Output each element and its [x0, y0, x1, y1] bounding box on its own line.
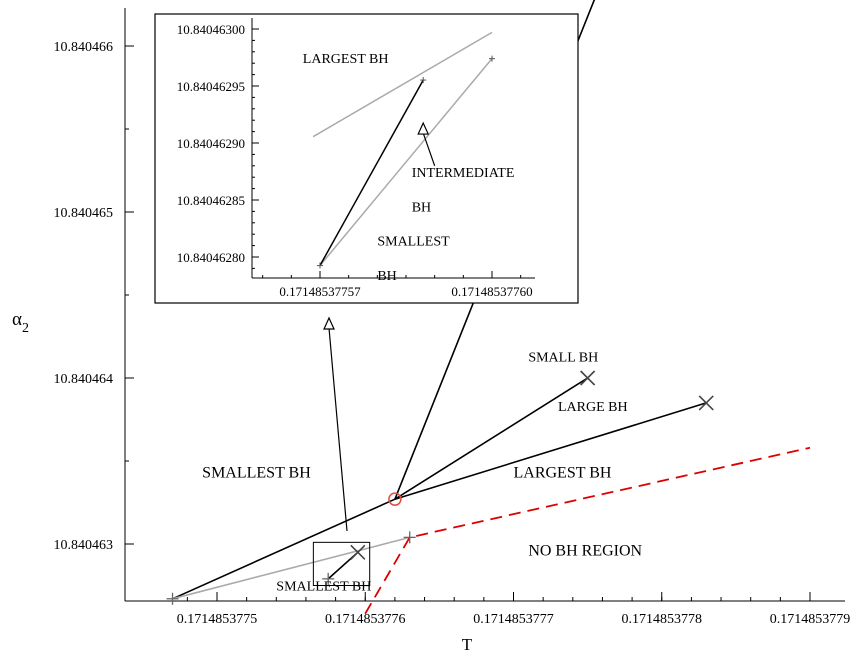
inset-series-line-0: [312, 31, 493, 138]
zoom-box: [312, 541, 371, 587]
inset-plus-marker: [489, 55, 495, 62]
region-label: SMALLEST BH: [202, 465, 311, 482]
y-tick-label: 10.840464: [54, 372, 114, 387]
inset-label: LARGEST BH: [303, 52, 389, 67]
series-line-5: [364, 446, 811, 615]
critical-point-circle: [388, 492, 402, 506]
main-axes: 0.1714853775 0.1714853776 0.1714853777 0.17…: [54, 8, 851, 627]
x-tick-label: 0.1714853775: [177, 612, 258, 627]
inset-series-group: [312, 31, 495, 269]
inset-x-ticks: 0.17148537757 0.17148537760: [262, 271, 533, 299]
y-ticks: 10.840463 10.840464 10.840465 10.840466: [54, 40, 134, 553]
inset-plus-marker: [420, 77, 427, 84]
inset-x-tick-label: 0.17148537757: [279, 284, 361, 299]
y-tick-label: 10.840463: [54, 538, 114, 553]
region-label: LARGEST BH: [514, 465, 612, 482]
y-tick-label: 10.840466: [54, 40, 114, 55]
x-ticks: 0.1714853775 0.1714853776 0.1714853777 0.17…: [177, 592, 851, 627]
inset-arrow-line: [422, 132, 436, 166]
x-tick-label: 0.1714853778: [622, 612, 703, 627]
inset-y-tick-label: 10.84046285: [177, 193, 245, 208]
zoom-arrow-head: [323, 316, 335, 330]
inset-y-tick-label: 10.84046295: [177, 79, 245, 94]
inset-y-ticks: 10.84046280 10.84046285 10.84046290 10.8404…: [177, 22, 259, 269]
inset-plus-marker: [317, 262, 323, 269]
inset-series-line-1: [319, 58, 493, 266]
inset-frame: [154, 13, 579, 304]
region-label: SMALL BH: [528, 350, 598, 365]
x-tick-label: 0.1714853777: [473, 612, 554, 627]
series-line-1: [394, 0, 596, 500]
y-axis-label: α2: [12, 309, 29, 336]
x-marker: [698, 395, 714, 411]
x-axis-label: T: [462, 635, 473, 654]
inset-y-tick-label: 10.84046290: [177, 136, 245, 151]
x-marker: [580, 370, 596, 386]
x-marker: [350, 544, 366, 560]
x-tick-label: 0.1714853779: [770, 612, 851, 627]
zoom-arrow-line: [328, 327, 348, 532]
inset-y-tick-label: 10.84046300: [177, 22, 245, 37]
inset-arrow-head: [417, 121, 430, 135]
inset-y-tick-label: 10.84046280: [177, 250, 245, 265]
plus-marker: [166, 592, 179, 605]
series-line-0: [172, 402, 707, 600]
inset-label: INTERMEDIATE: [412, 166, 515, 181]
main-plot-area: SMALLEST BH SMALL BH LARGE BH LARGEST BH NO …: [166, 0, 811, 615]
region-label: NO BH REGION: [528, 543, 642, 560]
inset-label: BH: [412, 200, 431, 215]
inset-plot: 0.17148537757 0.1714853776010.8404628010.…: [154, 13, 579, 304]
y-tick-label: 10.840465: [54, 206, 114, 221]
inset-label: BH: [377, 269, 396, 284]
inset-x-tick-label: 0.17148537760: [451, 284, 532, 299]
inset-label: SMALLEST: [377, 235, 450, 250]
plus-marker: [403, 531, 416, 544]
region-label: SMALLEST BH: [276, 579, 371, 594]
plus-marker: [322, 572, 335, 585]
inset-series-line-2: [319, 79, 424, 266]
series-line-2: [394, 377, 589, 500]
region-label: LARGE BH: [558, 400, 628, 415]
x-tick-label: 0.1714853776: [325, 612, 406, 627]
